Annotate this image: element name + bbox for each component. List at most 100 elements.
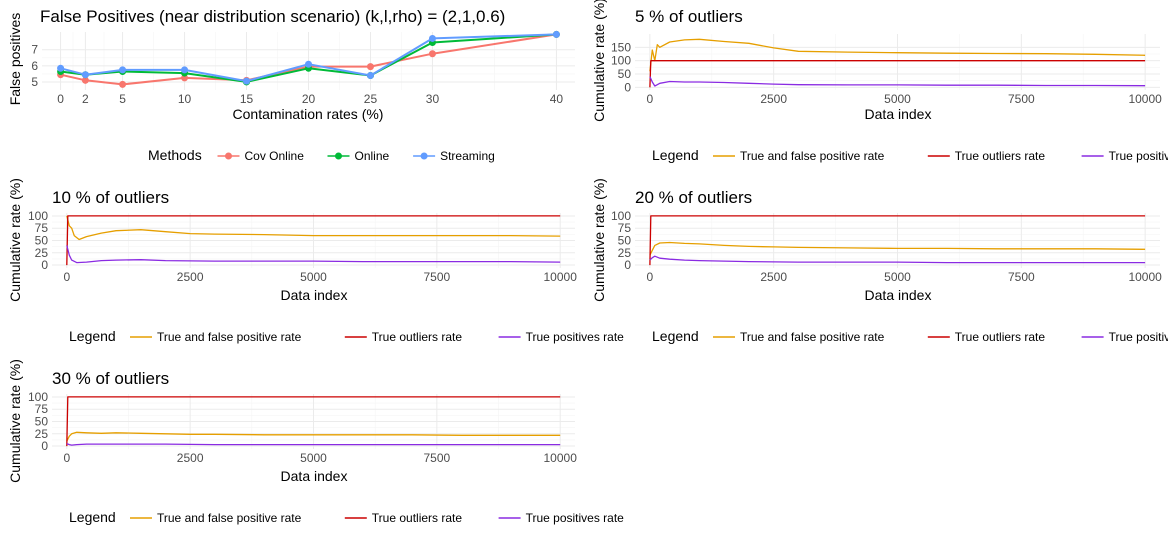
- x-tick-label: 2: [82, 92, 89, 106]
- legend-item-label: Cov Online: [245, 149, 305, 163]
- y-tick-label: 75: [35, 402, 49, 416]
- series-line-true-outliers-rate: [66, 396, 561, 447]
- y-tick-label: 25: [618, 246, 632, 260]
- x-tick-label: 0: [57, 92, 64, 106]
- series-line-true-positives-rate: [66, 442, 561, 446]
- x-tick-label: 0: [647, 92, 654, 106]
- y-tick-label: 6: [31, 59, 38, 73]
- y-tick-label: 100: [611, 209, 631, 223]
- y-tick-label: 0: [624, 258, 631, 272]
- y-tick-label: 100: [28, 390, 48, 404]
- x-tick-label: 7500: [423, 451, 450, 465]
- y-tick-label: 150: [611, 40, 631, 54]
- x-tick-label: 40: [550, 92, 564, 106]
- legend: Legend True and false positive rate True o…: [652, 147, 1168, 163]
- series-line-true-positives-rate: [649, 76, 1146, 87]
- legend-key-point-online: [335, 152, 342, 160]
- legend-item-label: True outliers rate: [955, 330, 1046, 344]
- series-line-true-positives-rate: [66, 245, 561, 264]
- x-tick-label: 5000: [884, 92, 911, 106]
- legend-item-label: True positives rate: [1109, 330, 1168, 344]
- chart-title: 10 % of outliers: [52, 188, 169, 207]
- legend-item-label: Online: [355, 149, 390, 163]
- series-line-true-and-false-positive-rate: [649, 241, 1146, 256]
- series-line-true-and-false-positive-rate: [66, 431, 561, 442]
- series-line-true-and-false-positive-rate: [649, 38, 1146, 72]
- y-tick-label: 50: [35, 234, 49, 248]
- data-point-streaming: [119, 66, 127, 74]
- y-tick-label: 100: [28, 209, 48, 223]
- legend-title: Legend: [652, 328, 699, 344]
- chart-title: 30 % of outliers: [52, 369, 169, 388]
- legend-title: Legend: [69, 328, 116, 344]
- legend-item-label: True and false positive rate: [157, 511, 302, 525]
- x-tick-label: 10000: [544, 270, 578, 284]
- x-tick-label: 10000: [544, 451, 578, 465]
- legend-item-label: True outliers rate: [372, 511, 463, 525]
- x-tick-label: 2500: [177, 270, 204, 284]
- legend: Legend True and false positive rate True o…: [69, 509, 624, 525]
- data-point-streaming: [305, 60, 312, 68]
- y-tick-label: 25: [35, 427, 49, 441]
- x-tick-label: 7500: [1008, 270, 1035, 284]
- series-line-true-positives-rate: [649, 255, 1146, 264]
- legend-item-label: True positives rate: [526, 511, 625, 525]
- series-line-true-outliers-rate: [649, 215, 1146, 266]
- legend-item-label: True positives rate: [526, 330, 625, 344]
- data-point-cov-online: [81, 76, 89, 84]
- legend-key-point-cov-online: [225, 152, 232, 160]
- y-tick-label: 5: [31, 75, 38, 89]
- x-tick-label: 25: [364, 92, 378, 106]
- y-tick-label: 0: [41, 439, 48, 453]
- chart-title: False Positives (near distribution scena…: [40, 7, 505, 26]
- legend-title: Methods: [148, 147, 202, 163]
- x-tick-label: 2500: [177, 451, 204, 465]
- legend-title: Legend: [652, 147, 699, 163]
- series-line-true-and-false-positive-rate: [66, 215, 561, 241]
- y-tick-label: 50: [618, 234, 632, 248]
- y-axis-label: Cumulative rate (%): [7, 178, 23, 302]
- chart-title: 20 % of outliers: [635, 188, 752, 207]
- x-tick-label: 7500: [423, 270, 450, 284]
- legend-item-label: True and false positive rate: [740, 330, 885, 344]
- data-point-streaming: [428, 34, 436, 42]
- x-tick-label: 7500: [1008, 92, 1035, 106]
- legend: Methods Cov Online Online Streaming: [148, 147, 495, 163]
- data-point-streaming: [57, 64, 65, 72]
- y-tick-label: 75: [35, 221, 49, 235]
- x-tick-label: 0: [647, 270, 654, 284]
- data-point-streaming: [243, 77, 251, 85]
- x-tick-label: 10000: [1128, 270, 1162, 284]
- data-point-streaming: [366, 72, 374, 79]
- chart-title: 5 % of outliers: [635, 7, 743, 26]
- y-tick-label: 75: [618, 221, 632, 235]
- legend-key-point-streaming: [420, 152, 428, 160]
- x-axis-label: Contamination rates (%): [233, 106, 384, 122]
- data-point-streaming: [552, 30, 560, 38]
- x-axis-label: Data index: [281, 287, 348, 303]
- x-tick-label: 2500: [760, 270, 787, 284]
- data-point-cov-online: [366, 63, 374, 71]
- x-tick-label: 30: [426, 92, 440, 106]
- x-tick-label: 10000: [1128, 92, 1162, 106]
- legend-item-label: True outliers rate: [955, 149, 1046, 163]
- x-tick-label: 5000: [884, 270, 911, 284]
- y-axis-label: False positives: [7, 13, 23, 106]
- y-tick-label: 0: [624, 80, 631, 94]
- x-axis-label: Data index: [865, 287, 932, 303]
- data-point-streaming: [81, 71, 89, 79]
- y-tick-label: 50: [35, 415, 49, 429]
- x-tick-label: 0: [63, 451, 70, 465]
- x-axis-label: Data index: [865, 106, 932, 122]
- y-tick-label: 50: [618, 67, 632, 81]
- legend: Legend True and false positive rate True o…: [652, 328, 1168, 344]
- x-tick-label: 5: [119, 92, 126, 106]
- legend-title: Legend: [69, 509, 116, 525]
- legend-item-label: Streaming: [440, 149, 495, 163]
